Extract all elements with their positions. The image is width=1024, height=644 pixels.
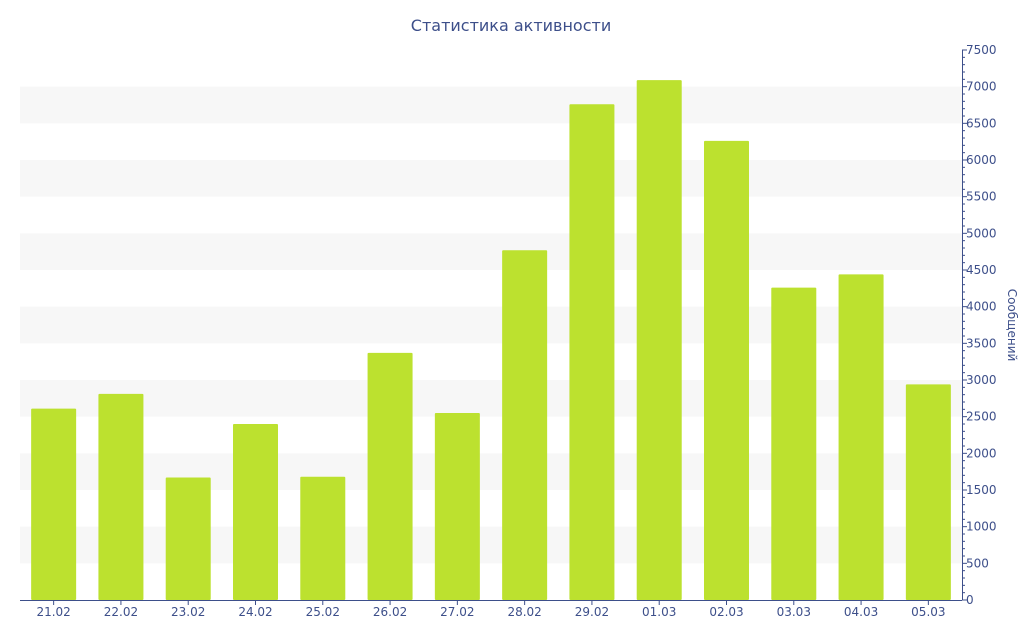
y-tick-label: 500	[966, 556, 989, 570]
grid-band	[20, 306, 962, 344]
x-tick-label: 01.03	[642, 605, 676, 619]
x-tick-label: 05.03	[911, 605, 945, 619]
bar-27.02[interactable]	[434, 413, 480, 600]
x-tick-label: 03.03	[777, 605, 811, 619]
grid-band	[20, 233, 962, 270]
y-tick-label: 4500	[966, 263, 997, 277]
bar-02.03[interactable]	[704, 140, 749, 600]
bars	[31, 80, 951, 601]
x-tick-label: 24.02	[238, 605, 272, 619]
y-tick-label: 5000	[966, 226, 997, 240]
bar-23.02[interactable]	[165, 477, 211, 600]
x-tick-label: 29.02	[575, 605, 609, 619]
y-axis-title: Сообщений	[1005, 289, 1019, 362]
y-tick-label: 1500	[966, 483, 997, 497]
bar-24.02[interactable]	[233, 424, 278, 600]
y-tick-label: 7000	[966, 80, 997, 94]
grid-band	[20, 86, 962, 124]
x-tick-label: 26.02	[373, 605, 407, 619]
y-tick-label: 7500	[966, 43, 997, 57]
x-tick-label: 28.02	[507, 605, 541, 619]
bar-01.03[interactable]	[636, 80, 682, 601]
bar-25.02[interactable]	[300, 476, 346, 600]
x-tick-label: 22.02	[104, 605, 138, 619]
bar-03.03[interactable]	[771, 287, 817, 600]
x-axis: 21.02 22.02 23.02 24.02 25.02 26.02 27.02 28.02…	[20, 600, 962, 619]
grid-band	[20, 380, 962, 417]
y-tick-label: 5500	[966, 190, 997, 204]
bar-29.02[interactable]	[569, 104, 615, 601]
y-tick-label: 2000	[966, 446, 997, 460]
x-tick-label: 04.03	[844, 605, 878, 619]
x-tick-label: 27.02	[440, 605, 474, 619]
bar-26.02[interactable]	[367, 352, 413, 600]
y-tick-label: 4000	[966, 300, 997, 314]
bar-22.02[interactable]	[98, 393, 144, 600]
y-tick-label: 6500	[966, 116, 997, 130]
grid-band	[20, 453, 962, 490]
bar-04.03[interactable]	[838, 274, 884, 600]
y-tick-label: 2500	[966, 410, 997, 424]
x-tick-label: 23.02	[171, 605, 205, 619]
y-tick-label: 3000	[966, 373, 997, 387]
y-tick-label: 6000	[966, 153, 997, 167]
y-tick-label: 1000	[966, 520, 997, 534]
y-tick-label: 3500	[966, 336, 997, 350]
bar-21.02[interactable]	[31, 408, 77, 600]
bar-05.03[interactable]	[905, 384, 951, 600]
x-tick-label: 25.02	[306, 605, 340, 619]
grid-band	[20, 526, 962, 564]
y-axis: 0 500 1000 1500 2000 2500 3000 3500 4000 4500 5000…	[962, 43, 997, 607]
x-tick-label: 02.03	[709, 605, 743, 619]
y-tick-label: 0	[966, 593, 974, 607]
bar-28.02[interactable]	[502, 250, 548, 600]
chart-title: Статистика активности	[411, 16, 611, 35]
grid-bands	[20, 86, 962, 564]
x-tick-label: 21.02	[36, 605, 70, 619]
grid-band	[20, 160, 962, 197]
